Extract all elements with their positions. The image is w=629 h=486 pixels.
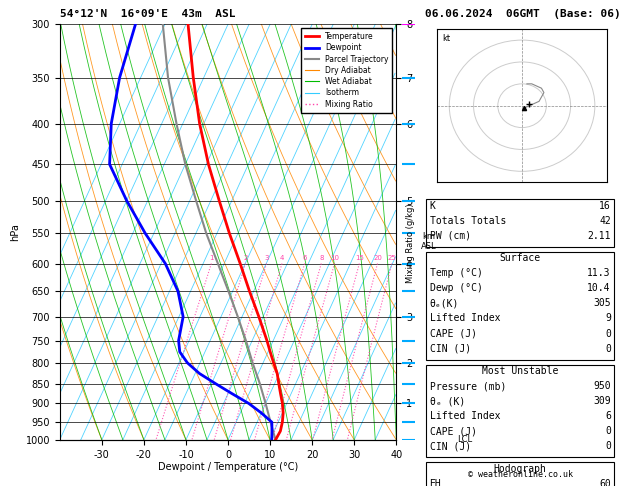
Text: Most Unstable: Most Unstable <box>482 366 559 376</box>
Text: 3: 3 <box>264 256 269 261</box>
Text: 0: 0 <box>605 441 611 451</box>
Text: 16: 16 <box>599 201 611 211</box>
Text: 0: 0 <box>605 426 611 436</box>
Text: 950: 950 <box>593 381 611 391</box>
Text: 2: 2 <box>243 256 248 261</box>
Text: © weatheronline.co.uk: © weatheronline.co.uk <box>468 470 572 479</box>
Text: 6: 6 <box>605 411 611 421</box>
Text: K: K <box>430 201 435 211</box>
Text: CIN (J): CIN (J) <box>430 441 470 451</box>
Text: 309: 309 <box>593 396 611 406</box>
Text: Hodograph: Hodograph <box>494 464 547 474</box>
Text: EH: EH <box>430 479 442 486</box>
Text: Mixing Ratio (g/kg): Mixing Ratio (g/kg) <box>406 203 415 283</box>
Text: Temp (°C): Temp (°C) <box>430 268 482 278</box>
Text: 6: 6 <box>303 256 307 261</box>
Text: 25: 25 <box>387 256 396 261</box>
Text: 9: 9 <box>605 313 611 324</box>
Text: 60: 60 <box>599 479 611 486</box>
Text: 42: 42 <box>599 216 611 226</box>
Text: CAPE (J): CAPE (J) <box>430 329 477 339</box>
Text: 20: 20 <box>373 256 382 261</box>
Text: 15: 15 <box>355 256 364 261</box>
Text: Surface: Surface <box>499 253 541 263</box>
Text: 4: 4 <box>280 256 284 261</box>
Text: CIN (J): CIN (J) <box>430 344 470 354</box>
X-axis label: Dewpoint / Temperature (°C): Dewpoint / Temperature (°C) <box>158 462 298 472</box>
Text: 0: 0 <box>605 344 611 354</box>
Text: 2.11: 2.11 <box>587 231 611 241</box>
Text: θₑ(K): θₑ(K) <box>430 298 459 309</box>
Text: Lifted Index: Lifted Index <box>430 411 500 421</box>
Y-axis label: hPa: hPa <box>10 223 20 241</box>
Text: 1: 1 <box>209 256 214 261</box>
Text: Lifted Index: Lifted Index <box>430 313 500 324</box>
Text: Dewp (°C): Dewp (°C) <box>430 283 482 294</box>
Text: 0: 0 <box>605 329 611 339</box>
Text: θₑ (K): θₑ (K) <box>430 396 465 406</box>
Text: 305: 305 <box>593 298 611 309</box>
Legend: Temperature, Dewpoint, Parcel Trajectory, Dry Adiabat, Wet Adiabat, Isotherm, Mi: Temperature, Dewpoint, Parcel Trajectory… <box>301 28 392 112</box>
Text: 11.3: 11.3 <box>587 268 611 278</box>
Text: Totals Totals: Totals Totals <box>430 216 506 226</box>
Text: CAPE (J): CAPE (J) <box>430 426 477 436</box>
Text: 06.06.2024  06GMT  (Base: 06): 06.06.2024 06GMT (Base: 06) <box>425 9 620 19</box>
Text: Pressure (mb): Pressure (mb) <box>430 381 506 391</box>
Text: 10: 10 <box>330 256 339 261</box>
Y-axis label: km
ASL: km ASL <box>421 232 437 251</box>
Text: 54°12'N  16°09'E  43m  ASL: 54°12'N 16°09'E 43m ASL <box>60 9 235 19</box>
Text: kt: kt <box>442 34 450 43</box>
Text: LCL: LCL <box>457 435 472 444</box>
Text: PW (cm): PW (cm) <box>430 231 470 241</box>
Text: 10.4: 10.4 <box>587 283 611 294</box>
Text: 8: 8 <box>319 256 323 261</box>
